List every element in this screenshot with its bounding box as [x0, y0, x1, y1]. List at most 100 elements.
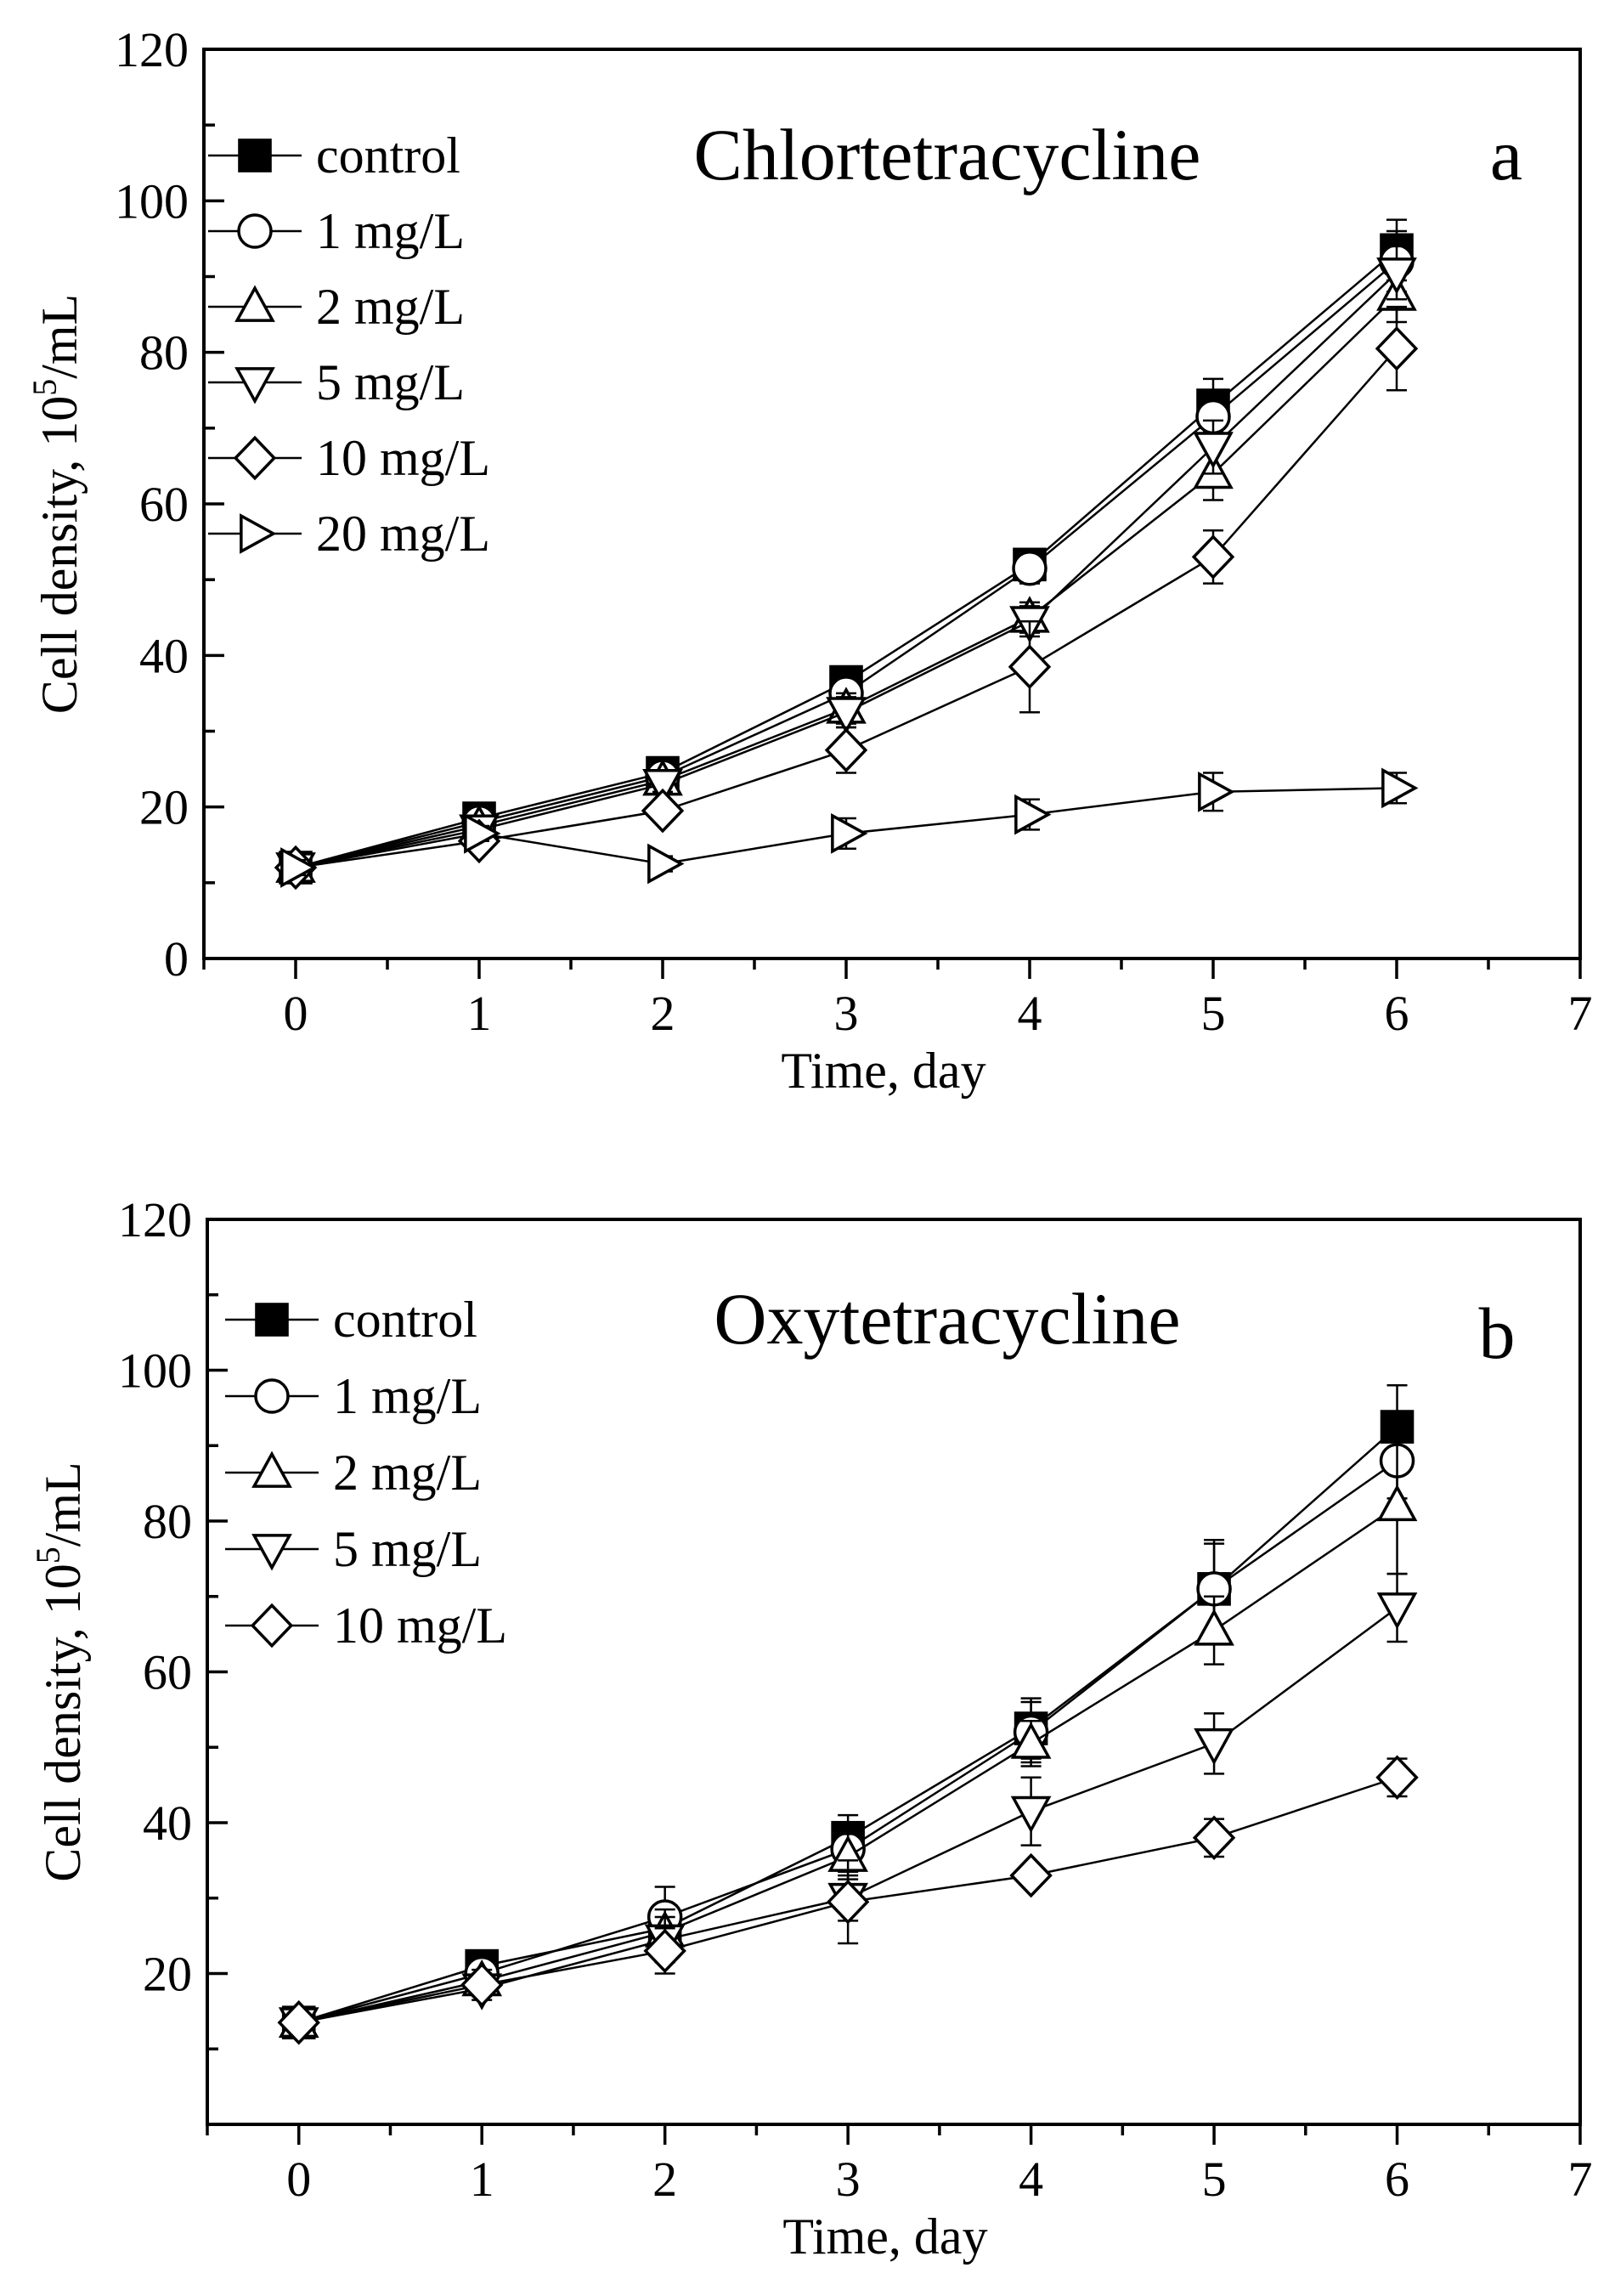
legend-marker	[234, 285, 275, 322]
series-line	[295, 260, 1398, 869]
series-line	[298, 1505, 1398, 2024]
y-tick-label: 100	[115, 173, 189, 229]
data-point	[1198, 771, 1235, 812]
x-tick-label: 6	[1385, 2152, 1409, 2207]
y-axis-title: Cell density, 105/mL	[25, 294, 88, 714]
series-1-mg-l	[280, 1422, 1415, 2040]
y-tick-label: 60	[139, 477, 189, 532]
data-point	[1376, 1484, 1418, 1522]
chart-panel-b: 20 40 60 80 100 120 0 1 2 3 4 5 6 7 Time, day Cell dens…	[29, 1192, 1593, 2265]
legend: control 1 mg/L 2 mg/L 5 mg/L 10 mg/L	[225, 1292, 507, 1654]
x-tick-label: 3	[834, 986, 859, 1041]
legend-label: 2 mg/L	[316, 279, 465, 335]
x-tick-label: 5	[1201, 986, 1226, 1041]
data-point	[1381, 767, 1419, 809]
y-tick-label: 100	[118, 1343, 192, 1399]
legend-label: control	[316, 127, 460, 184]
legend-label: 20 mg/L	[316, 506, 490, 562]
x-tick-label: 4	[1018, 986, 1042, 1041]
data-point	[1194, 1609, 1234, 1646]
panel-label: b	[1479, 1292, 1516, 1374]
x-tick-label: 1	[470, 2152, 494, 2207]
y-axis-title: Cell density, 105/mL	[29, 1462, 91, 1881]
x-tick-label: 7	[1568, 986, 1593, 1041]
y-tick-label: 80	[139, 325, 189, 381]
data-point	[643, 1928, 686, 1974]
data-point	[1191, 534, 1235, 580]
data-point	[277, 1999, 320, 2045]
data-point	[1008, 644, 1052, 689]
data-point	[1376, 257, 1417, 295]
data-point	[642, 769, 683, 806]
series-line	[295, 348, 1398, 869]
legend-marker	[233, 435, 277, 481]
legend-marker	[234, 367, 275, 404]
x-tick-label: 0	[286, 2152, 311, 2207]
chart-panel-a: 0 20 40 60 80 100 120 0 1 2 3 4 5 6 7 Time, day Cell den…	[25, 22, 1593, 1099]
data-point	[1010, 1796, 1052, 1834]
data-point	[641, 788, 685, 834]
data-point	[1012, 551, 1047, 586]
legend-label: 5 mg/L	[316, 354, 465, 410]
y-tick-label: 80	[143, 1494, 192, 1549]
data-point	[647, 843, 685, 885]
legend-label: 10 mg/L	[333, 1598, 507, 1654]
legend-marker	[237, 213, 273, 249]
legend-marker	[251, 1534, 292, 1571]
y-tick-label: 20	[139, 780, 189, 835]
x-tick-label: 1	[467, 986, 492, 1041]
data-point	[831, 813, 868, 854]
data-point	[1010, 1722, 1052, 1759]
data-point	[460, 1962, 504, 2008]
chart-title: Chlortetracycline	[694, 114, 1201, 195]
data-point	[1014, 794, 1052, 835]
data-point	[1009, 1852, 1053, 1898]
legend-marker	[240, 513, 277, 554]
legend-marker	[251, 1451, 292, 1488]
data-point	[1193, 432, 1234, 469]
data-point	[1194, 1728, 1234, 1766]
x-axis-title: Time, day	[781, 1043, 985, 1099]
data-point	[1376, 1592, 1418, 1630]
data-point	[826, 697, 867, 734]
legend-label: 1 mg/L	[316, 203, 465, 259]
data-point	[280, 847, 318, 888]
data-point	[1192, 1815, 1236, 1861]
data-point	[1375, 325, 1419, 371]
y-tick-label: 20	[143, 1947, 192, 2002]
legend-marker	[254, 1378, 290, 1414]
x-tick-label: 4	[1019, 2152, 1043, 2207]
y-tick-label: 40	[139, 628, 189, 683]
data-point	[464, 813, 501, 854]
legend-label: control	[333, 1292, 477, 1348]
legend-label: 1 mg/L	[333, 1368, 482, 1424]
y-tick-label: 0	[164, 931, 189, 987]
series-10-mg-l	[277, 1755, 1419, 2045]
x-tick-label: 2	[652, 2152, 677, 2207]
panel-label: a	[1490, 114, 1522, 195]
x-tick-label: 7	[1568, 2152, 1593, 2207]
y-tick-label: 120	[115, 22, 189, 77]
y-tick-label: 60	[143, 1645, 192, 1700]
legend-marker	[250, 1603, 294, 1648]
y-tick-label: 120	[118, 1192, 192, 1247]
legend-label: 10 mg/L	[316, 430, 490, 486]
legend: control 1 mg/L 2 mg/L 5 mg/L 10 mg/L 20 mg/L	[208, 127, 490, 562]
x-tick-label: 2	[651, 986, 675, 1041]
y-tick-label: 40	[143, 1796, 192, 1851]
x-tick-label: 5	[1202, 2152, 1227, 2207]
series-20-mg-l	[280, 767, 1419, 888]
data-point	[1375, 1755, 1419, 1801]
x-tick-label: 0	[284, 986, 308, 1041]
x-axis-title: Time, day	[782, 2208, 987, 2265]
legend-label: 2 mg/L	[333, 1445, 482, 1501]
chart-title: Oxytetracycline	[714, 1278, 1180, 1360]
legend-marker	[255, 1303, 289, 1337]
x-tick-label: 6	[1385, 986, 1409, 1041]
legend-marker	[238, 139, 272, 172]
x-tick-label: 3	[836, 2152, 861, 2207]
data-point	[824, 727, 868, 773]
legend-label: 5 mg/L	[333, 1521, 482, 1577]
